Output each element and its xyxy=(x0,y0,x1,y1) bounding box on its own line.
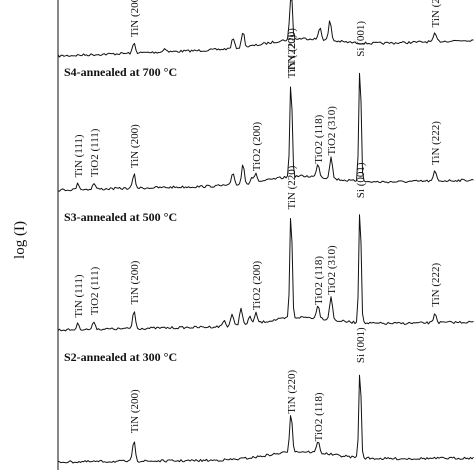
series-label-s3: S3-annealed at 500 °C xyxy=(64,210,177,224)
peak-labels: TiN (200) TiN (220) TiN (222) TiN (111) TiO2… xyxy=(73,0,442,442)
peak-label: TiO2 (118) xyxy=(313,114,325,163)
series-line-s2 xyxy=(57,374,474,464)
series-line-s5 xyxy=(57,0,474,58)
peak-label: Si (001) xyxy=(355,162,367,198)
peak-label: Si (001) xyxy=(355,21,367,57)
peak-label: TiN (222) xyxy=(430,263,442,307)
peak-label: TiN (222) xyxy=(430,0,442,28)
series-label-s4: S4-annealed at 700 °C xyxy=(64,65,177,79)
trace-s4: S4-annealed at 700 °C xyxy=(58,65,474,192)
peak-label: TiO2 (310) xyxy=(326,106,338,156)
trace-s3: S3-annealed at 500 °C xyxy=(57,210,474,332)
peak-label: TiO2 (310) xyxy=(326,245,338,295)
y-axis-label: log (I) xyxy=(12,221,28,259)
peak-label: TiN (220) xyxy=(286,370,298,414)
series-line-s3 xyxy=(57,214,474,332)
peak-label: TiO2 (111) xyxy=(89,128,101,177)
peak-label: Si (001) xyxy=(355,327,367,363)
trace-s5 xyxy=(57,0,474,58)
peak-label: TiO2 (200) xyxy=(251,260,263,310)
peak-label: TiN (111) xyxy=(73,134,85,177)
peak-label: TiO2 (200) xyxy=(251,121,263,171)
peak-label: TiO2 (118) xyxy=(313,256,325,305)
peak-label: TiO2 (118) xyxy=(313,392,325,441)
peak-label: TiO2 (111) xyxy=(89,266,101,315)
peak-label: TiN (220) xyxy=(286,34,298,78)
peak-label: TiN (222) xyxy=(430,121,442,165)
series-label-s2: S2-annealed at 300 °C xyxy=(64,350,177,364)
trace-s2: S2-annealed at 300 °C xyxy=(57,350,474,464)
series-line-s4 xyxy=(58,72,474,192)
peak-label: TiN (220) xyxy=(286,165,298,209)
peak-label: TiN (111) xyxy=(73,274,85,317)
peak-label: TiN (220) xyxy=(286,28,298,72)
peak-label: TiN (200) xyxy=(129,124,141,168)
peak-label: TiN (200) xyxy=(129,260,141,304)
peak-label: TiN (200) xyxy=(129,389,141,433)
peak-label: TiN (200) xyxy=(129,0,141,37)
